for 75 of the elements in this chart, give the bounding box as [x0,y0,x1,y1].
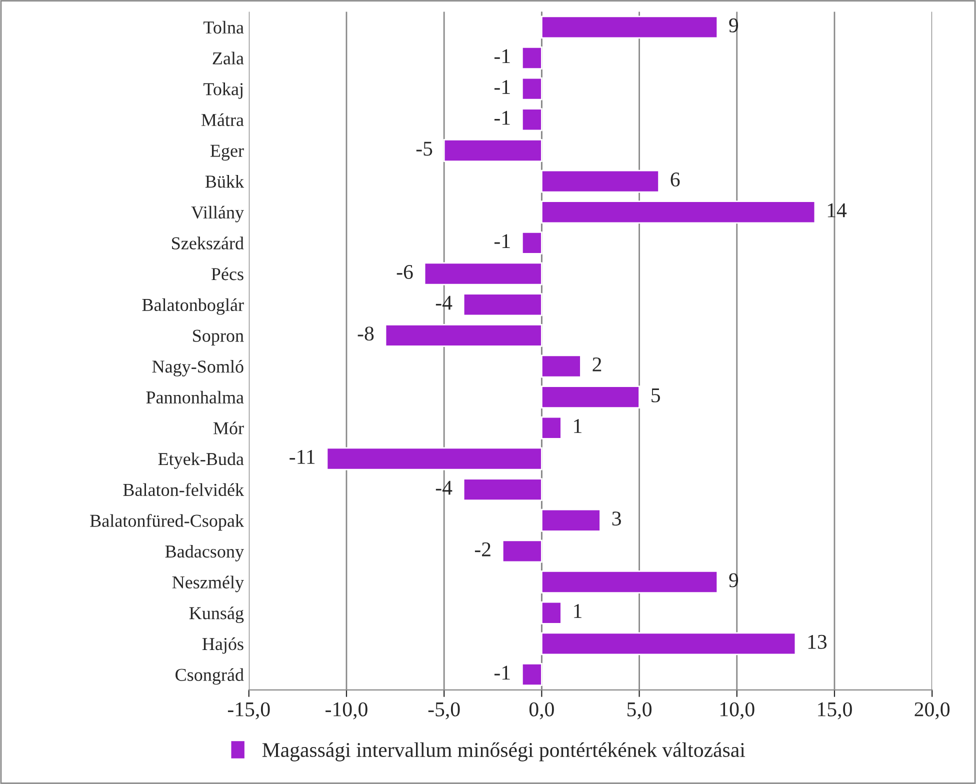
bar [521,77,542,100]
bar [443,138,542,162]
data-label: -1 [494,666,510,680]
bar [540,508,601,532]
bar [521,46,542,70]
y-tick-label: Etyek-Buda [158,452,244,469]
x-tick-label: 5,0 [627,702,652,720]
y-tick-label: Tokaj [203,82,242,99]
y-tick-label: Bükk [205,175,244,188]
data-label: 3 [612,512,621,526]
y-tick-label: Mór [213,422,244,434]
y-tick-label: Neszmély [172,576,244,592]
bar [424,262,542,286]
bar [521,108,542,132]
bar [540,386,640,409]
x-tick-label: -5,0 [428,702,460,720]
data-label: -11 [290,450,315,464]
bar [540,354,582,378]
y-tick-label: Villány [191,206,244,222]
data-label: 9 [729,573,738,588]
data-label: 5 [652,388,660,402]
bar [384,324,542,347]
y-tick-label: Pécs [211,267,244,280]
bar [521,231,542,254]
y-tick-label: Balatonboglár [142,298,244,315]
data-label: -1 [494,234,510,248]
y-tick-label: Hajós [202,637,244,654]
y-tick-label: Szekszárd [172,236,244,250]
bar [540,170,660,193]
bar [540,16,718,39]
y-tick-label: Mátra [201,113,244,126]
bar [326,447,542,470]
bar [521,663,542,686]
data-label: -6 [396,264,413,279]
bar [540,632,796,656]
y-tick-label: Tolna [203,20,244,34]
y-tick-label: Zala [212,52,244,64]
bar [540,200,816,224]
data-label: -1 [494,110,510,125]
x-tick-label: 10,0 [720,702,754,720]
y-tick-label: Csongrád [176,668,244,685]
legend-label: Magassági intervallum minőségi pontértékének változásai [262,742,746,762]
data-label: 9 [729,18,738,32]
bar [540,570,718,594]
y-tick-label: Pannonhalma [146,390,244,404]
data-label: -5 [416,142,432,156]
data-label: 1 [574,419,582,433]
bar [462,478,542,502]
bar [502,540,542,563]
data-label: -1 [494,49,510,64]
y-tick-label: Eger [210,144,244,161]
data-label: -1 [494,80,510,94]
x-tick-label: 0,0 [529,702,554,720]
data-label: -4 [436,296,452,310]
bar [462,293,542,316]
data-label: -2 [474,542,490,556]
y-tick-label: Nagy-Somló [152,360,244,376]
x-tick-label: 15,0 [818,702,852,720]
y-tick-label: Kunság [189,606,244,624]
y-tick-label: Balaton-felvidék [123,483,244,496]
y-tick-label: Balatonfüred-Csopak [90,514,244,531]
data-label: 1 [574,604,582,618]
bar [540,416,562,440]
y-tick-label: Sopron [193,330,244,346]
data-label: 2 [592,357,602,372]
y-tick-label: Badacsony [165,544,244,562]
x-tick-label: -15,0 [228,702,270,720]
x-tick-label: 20,0 [914,702,950,720]
data-label: -8 [358,326,374,341]
data-label: 14 [828,203,847,218]
bar [540,601,562,624]
data-label: 6 [670,172,680,187]
data-label: 13 [808,634,827,649]
data-label: -4 [436,480,452,495]
x-tick-label: -10,0 [326,702,368,720]
